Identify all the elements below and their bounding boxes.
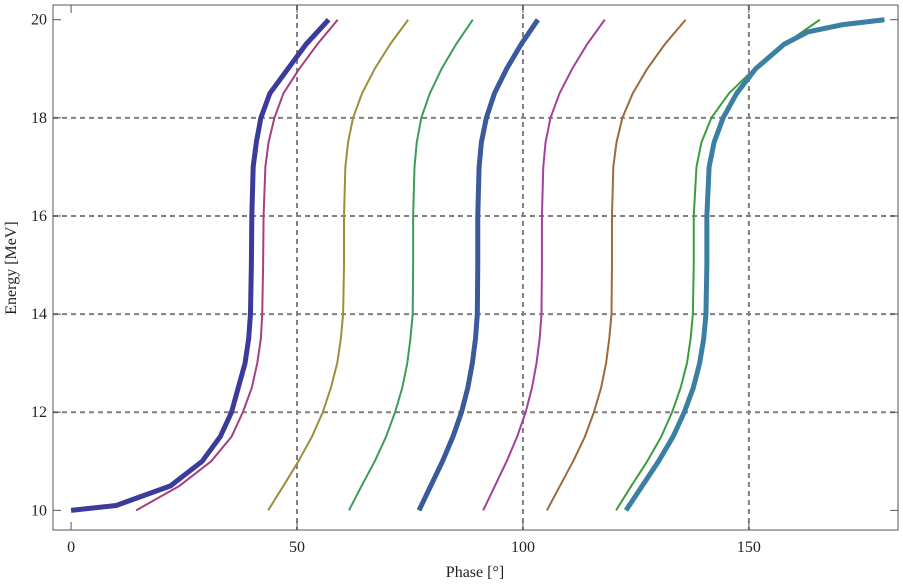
line xyxy=(70,18,331,513)
line xyxy=(482,19,606,511)
plot-frame xyxy=(52,4,899,531)
x-tick-label: 50 xyxy=(289,539,305,556)
y-tick-label: 16 xyxy=(31,208,47,225)
y-tick-label: 14 xyxy=(31,306,47,323)
x-axis-label: Phase [°] xyxy=(446,564,504,581)
x-tick-label: 100 xyxy=(511,539,535,556)
line xyxy=(135,19,339,512)
x-tick-label: 150 xyxy=(737,539,761,556)
line xyxy=(416,18,540,512)
y-tick-label: 18 xyxy=(31,110,47,127)
line xyxy=(267,19,409,511)
line xyxy=(348,19,474,511)
y-tick-label: 10 xyxy=(31,502,47,519)
line xyxy=(623,17,885,512)
y-axis-label: Energy [MeV] xyxy=(3,221,20,314)
line xyxy=(546,19,687,511)
y-tick-label: 20 xyxy=(31,12,47,29)
x-tick-label: 0 xyxy=(67,539,75,556)
line xyxy=(615,18,821,511)
y-tick-label: 12 xyxy=(31,404,47,421)
